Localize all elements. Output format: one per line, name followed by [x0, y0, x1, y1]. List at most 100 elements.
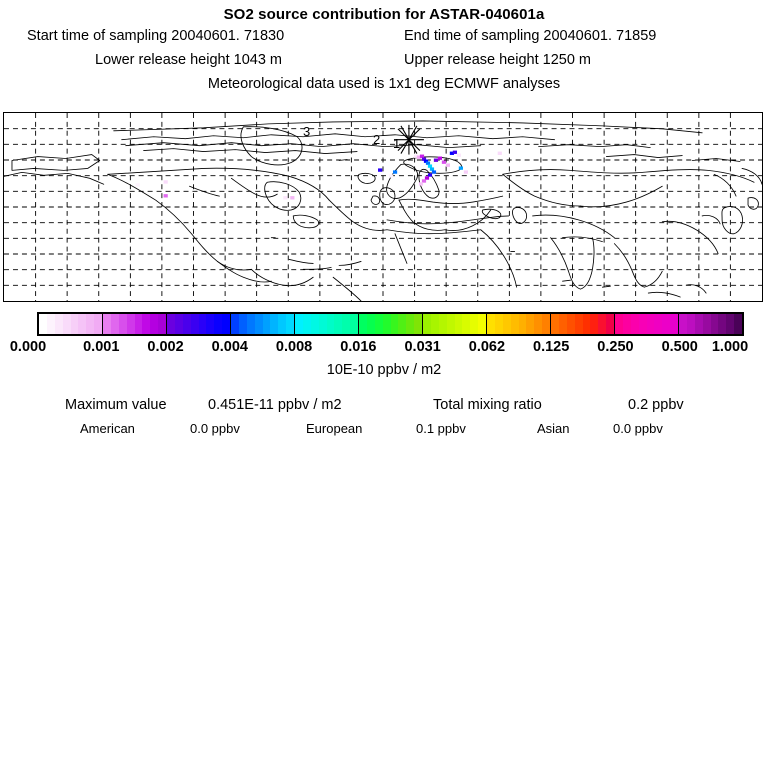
colorbar-step — [278, 314, 287, 334]
colorbar-step — [494, 314, 503, 334]
concentration-cell — [413, 154, 419, 158]
concentration-cell — [290, 196, 295, 200]
colorbar-segment — [231, 314, 295, 334]
colorbar-step — [167, 314, 175, 334]
colorbar-tick: 1.000 — [711, 339, 749, 355]
concentration-cell — [421, 157, 427, 161]
colorbar-segment — [423, 314, 487, 334]
colorbar[interactable] — [37, 312, 744, 336]
colorbar-step — [487, 314, 495, 334]
colorbar-step — [462, 314, 471, 334]
concentration-cell — [378, 168, 383, 172]
colorbar-step — [670, 314, 678, 334]
colorbar-step — [231, 314, 239, 334]
colorbar-step — [502, 314, 511, 334]
american-value: 0.0 ppbv — [190, 421, 240, 436]
colorbar-step — [262, 314, 271, 334]
colorbar-step — [454, 314, 463, 334]
colorbar-step — [182, 314, 191, 334]
concentration-cell — [190, 198, 195, 202]
colorbar-step — [326, 314, 335, 334]
colorbar-step — [414, 314, 422, 334]
colorbar-step — [622, 314, 631, 334]
concentration-cell — [163, 180, 168, 184]
european-value: 0.1 ppbv — [416, 421, 466, 436]
colorbar-step — [542, 314, 550, 334]
colorbar-step — [654, 314, 663, 334]
colorbar-step — [662, 314, 671, 334]
map-coastlines — [4, 120, 762, 301]
sampling-time-row: Start time of sampling 20040601. 71830 E… — [0, 24, 768, 48]
colorbar-step — [158, 314, 166, 334]
concentration-cell — [419, 154, 425, 158]
colorbar-step — [103, 314, 111, 334]
colorbar-tick-labels: 0.000 0.001 0.002 0.004 0.008 0.016 0.031 0.062… — [0, 337, 768, 357]
concentration-cell — [418, 182, 424, 186]
concentration-cell — [449, 151, 455, 155]
concentration-cell — [135, 183, 140, 187]
colorbar-tick: 0.008 — [275, 339, 313, 355]
colorbar-step — [646, 314, 655, 334]
colorbar-step — [366, 314, 375, 334]
colorbar-step — [110, 314, 119, 334]
colorbar-tick: 0.002 — [147, 339, 184, 355]
colorbar-tick: 0.250 — [597, 339, 634, 355]
asian-value: 0.0 ppbv — [613, 421, 663, 436]
colorbar-step — [679, 314, 687, 334]
colorbar-block: 0.000 0.001 0.002 0.004 0.008 0.016 0.031 0.062… — [0, 312, 768, 388]
colorbar-step — [590, 314, 599, 334]
meteorology-label: Meteorological data used is 1x1 deg ECMW… — [207, 76, 561, 92]
concentration-cell — [425, 161, 431, 165]
colorbar-segment — [551, 314, 615, 334]
colorbar-step — [286, 314, 294, 334]
colorbar-step — [438, 314, 447, 334]
colorbar-step — [534, 314, 543, 334]
colorbar-segment — [615, 314, 679, 334]
american-label: American — [80, 421, 135, 436]
concentration-cell — [445, 163, 451, 167]
colorbar-step — [206, 314, 215, 334]
concentration-cell — [283, 196, 288, 200]
colorbar-tick: 0.062 — [468, 339, 506, 355]
colorbar-tick: 0.004 — [211, 339, 248, 355]
colorbar-segment — [103, 314, 167, 334]
concentration-cell — [452, 150, 458, 154]
colorbar-step — [551, 314, 559, 334]
colorbar-step — [270, 314, 279, 334]
total-mixing-label: Total mixing ratio — [433, 397, 542, 413]
colorbar-tick: 0.016 — [340, 339, 377, 355]
concentration-cell — [427, 173, 433, 177]
page-title: SO2 source contribution for ASTAR-040601… — [223, 6, 545, 23]
colorbar-step — [718, 314, 727, 334]
colorbar-step — [510, 314, 519, 334]
concentration-cell — [431, 170, 437, 174]
start-time-label: Start time of sampling 20040601. 71830 — [27, 28, 285, 44]
colorbar-segment — [679, 314, 742, 334]
colorbar-step — [470, 314, 479, 334]
colorbar-step — [62, 314, 71, 334]
concentration-cell — [497, 151, 502, 155]
colorbar-step — [615, 314, 623, 334]
colorbar-step — [446, 314, 455, 334]
colorbar-tick: 0.001 — [83, 339, 120, 355]
maximum-value: 0.451E-11 ppbv / m2 — [208, 397, 342, 413]
concentration-cell — [429, 167, 435, 171]
colorbar-step — [295, 314, 303, 334]
concentration-cell — [392, 170, 398, 174]
colorbar-step — [398, 314, 407, 334]
trajectory-marker-label: 3 — [303, 124, 311, 139]
colorbar-step — [39, 314, 47, 334]
colorbar-tick: 0.031 — [404, 339, 441, 355]
colorbar-step — [134, 314, 143, 334]
colorbar-step — [54, 314, 63, 334]
colorbar-step — [86, 314, 95, 334]
trajectory-marker-label: 2 — [373, 132, 381, 147]
colorbar-step — [70, 314, 79, 334]
colorbar-step — [598, 314, 607, 334]
concentration-cell — [441, 160, 447, 164]
colorbar-step — [526, 314, 535, 334]
release-height-row: Lower release height 1043 m Upper releas… — [0, 48, 768, 72]
concentration-cell — [463, 170, 468, 174]
concentration-cell — [433, 158, 439, 162]
